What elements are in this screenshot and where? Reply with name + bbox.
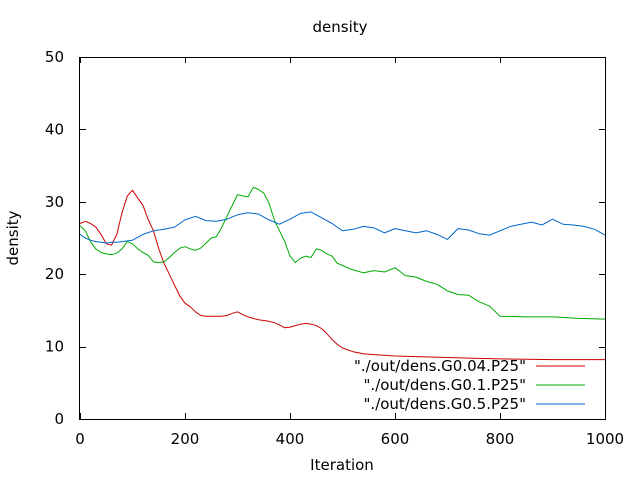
x-tick-label: 0 bbox=[75, 430, 85, 448]
legend-label: "./out/dens.G0.1.P25" bbox=[364, 376, 526, 394]
y-tick-label: 40 bbox=[45, 120, 64, 138]
axis-ticks: 0 200 400 600 800 1000 0 10 20 30 40 50 bbox=[45, 48, 624, 448]
x-tick-label: 200 bbox=[171, 430, 200, 448]
series-lines bbox=[79, 186, 606, 361]
y-tick-label: 0 bbox=[54, 410, 64, 428]
x-tick-label: 600 bbox=[381, 430, 410, 448]
y-tick-label: 30 bbox=[45, 193, 64, 211]
x-tick-label: 800 bbox=[486, 430, 515, 448]
series-line-2 bbox=[79, 186, 606, 320]
y-axis-label: density bbox=[4, 210, 22, 265]
x-tick-label: 400 bbox=[276, 430, 305, 448]
series-line-1 bbox=[79, 189, 605, 361]
plot-area-frame bbox=[79, 57, 606, 420]
y-tick-label: 20 bbox=[45, 265, 64, 283]
y-tick-label: 50 bbox=[45, 48, 64, 66]
x-tick-label: 1000 bbox=[586, 430, 624, 448]
legend-label: "./out/dens.G0.5.P25" bbox=[364, 395, 526, 413]
series-line-3 bbox=[79, 211, 606, 244]
legend: "./out/dens.G0.04.P25""./out/dens.G0.1.P… bbox=[354, 357, 585, 413]
y-tick-label: 10 bbox=[45, 338, 64, 356]
chart-title: density bbox=[313, 18, 368, 36]
x-axis-label: Iteration bbox=[310, 456, 374, 474]
legend-label: "./out/dens.G0.04.P25" bbox=[354, 357, 526, 375]
